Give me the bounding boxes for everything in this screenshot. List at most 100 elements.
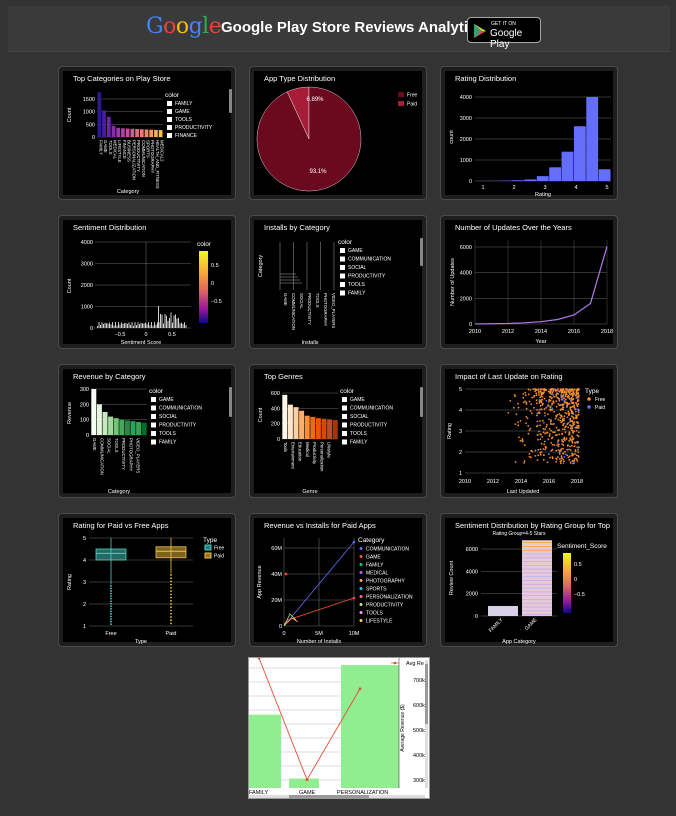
- outlier-point: [110, 590, 112, 592]
- y-axis-label: Revenue: [67, 402, 73, 424]
- play-triangle-icon: [474, 24, 486, 38]
- outlier-point: [110, 587, 112, 590]
- scatter-point: [562, 462, 565, 464]
- y-tick-label: 0: [277, 437, 280, 443]
- scatter-point: [578, 394, 580, 397]
- scatter-point: [540, 391, 543, 394]
- outlier-point: [170, 574, 172, 576]
- scatter-point: [558, 399, 561, 402]
- bar: [102, 412, 108, 435]
- scatter-point: [570, 397, 573, 399]
- scatter-point: [552, 400, 555, 403]
- bar: [282, 394, 288, 439]
- google-play-badge[interactable]: GET IT ON Google Play: [467, 17, 541, 50]
- scatter-point: [571, 440, 574, 443]
- scatter-point: [550, 389, 553, 392]
- outlier-point: [110, 600, 112, 603]
- scatter-point: [517, 424, 520, 427]
- bar: [97, 92, 102, 137]
- histogram-bar: [149, 325, 151, 328]
- scatter-point: [561, 440, 564, 443]
- x-tick-label: COMMUNICATION: [99, 438, 104, 475]
- bar: [154, 129, 158, 137]
- bar: [321, 418, 327, 439]
- scatter-point: [531, 412, 533, 415]
- scatter-point: [533, 395, 535, 398]
- scatter-point: [569, 421, 571, 423]
- legend-entry: Paid: [214, 554, 224, 560]
- x-tick-label: Paid: [165, 631, 176, 637]
- histogram-bar: [184, 322, 185, 328]
- y-axis-label: Average Revenue ($): [400, 704, 406, 752]
- legend-swatch: [151, 405, 156, 411]
- scatter-point: [550, 442, 553, 444]
- scatter-point: [541, 419, 544, 422]
- x-tick-label: 5M: [315, 631, 323, 637]
- scatter-point: [544, 412, 546, 414]
- scatter-point: [571, 452, 573, 455]
- scatter-point: [514, 423, 517, 425]
- scatter-point: [525, 401, 528, 404]
- legend-marker: [359, 547, 363, 550]
- scatter-point: [559, 460, 562, 463]
- scatter-point: [564, 439, 566, 442]
- bar: [144, 129, 149, 137]
- scatter-point: [546, 461, 549, 464]
- scatter-point: [561, 388, 564, 390]
- scatter-point: [548, 390, 550, 393]
- x-tick-label: 2: [512, 185, 515, 191]
- scatter-point: [517, 421, 519, 424]
- legend-swatch: [151, 439, 156, 445]
- histogram-bar: [116, 325, 118, 328]
- outlier-point: [110, 595, 112, 598]
- scatter-point: [577, 388, 580, 390]
- scatter-point: [549, 391, 552, 394]
- legend-swatch: [340, 256, 345, 262]
- histogram-bar: [536, 176, 549, 181]
- y-axis-label: Number of Updates: [450, 258, 456, 306]
- legend-scrollbar: [229, 387, 232, 417]
- scatter-point: [514, 461, 517, 463]
- scatter-point: [559, 416, 562, 419]
- legend-swatch: [167, 109, 172, 114]
- legend-swatch: [342, 397, 347, 402]
- scatter-point: [572, 413, 575, 415]
- chart-title: Sentiment Distribution by Rating Group f…: [455, 521, 610, 530]
- bar: [125, 128, 130, 137]
- outlier-point: [170, 596, 172, 599]
- scatter-point: [529, 427, 532, 430]
- bar-segment: [522, 587, 552, 589]
- y-axis-label: Rating: [447, 423, 453, 439]
- legend-entry: MEDICAL: [366, 571, 388, 577]
- scatter-point: [575, 410, 577, 413]
- legend-title: Type: [203, 537, 217, 544]
- x-tick-label: SOCIAL: [107, 438, 112, 454]
- scatter-point: [577, 431, 580, 434]
- scatter-point: [576, 416, 578, 419]
- scatter-point: [560, 394, 563, 396]
- x-tick-label: Tools: [283, 442, 288, 452]
- scatter-point: [576, 396, 579, 399]
- legend-scrollbar: [420, 387, 423, 417]
- legend-title: Category: [358, 537, 385, 544]
- bar-segment: [522, 591, 552, 593]
- colorbar-tick: 0.5: [211, 263, 219, 269]
- histogram-bar: [112, 322, 113, 328]
- legend-entry: Free: [595, 397, 606, 403]
- scatter-point: [569, 419, 572, 422]
- series-line: [283, 617, 299, 627]
- histogram-bar: [118, 322, 119, 328]
- card-updates-years: 6000 4000 2000 0 2010 2012 2014 2016 2018 Year Num…: [440, 215, 618, 349]
- colorbar: [199, 251, 208, 323]
- scatter-point: [542, 393, 544, 395]
- legend-swatch: [340, 282, 345, 287]
- scatter-point: [557, 388, 559, 390]
- x-tick-label: PERSONALIZATION: [131, 140, 136, 180]
- scatter-point: [548, 401, 550, 403]
- scatter-point: [569, 449, 572, 451]
- scatter-point: [574, 417, 577, 419]
- logo-letter: e: [208, 14, 222, 39]
- legend-entry: GAME: [366, 555, 381, 561]
- scatter-point: [528, 400, 531, 403]
- scatter-point: [563, 401, 566, 404]
